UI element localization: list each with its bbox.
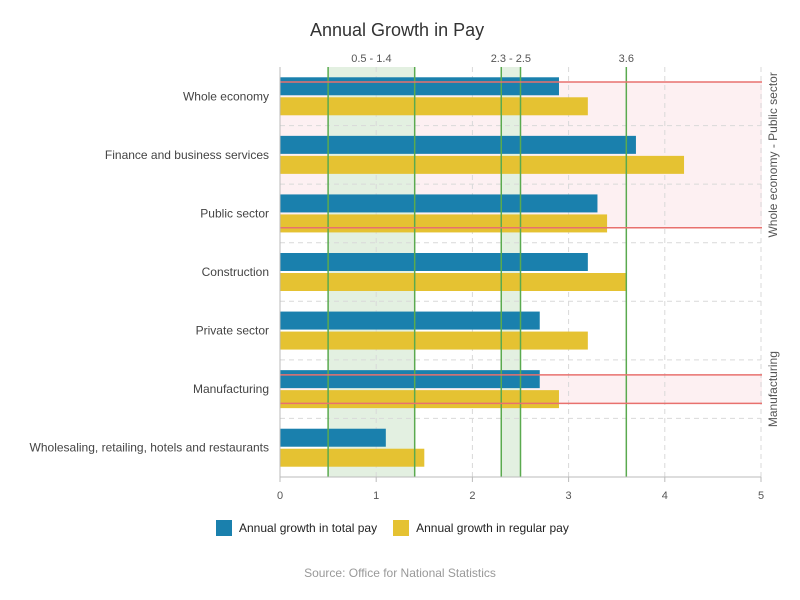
bar-total-pay-0 <box>280 77 559 96</box>
x-tick-label-0: 0 <box>277 490 283 502</box>
bar-total-pay-1 <box>280 135 636 154</box>
chart-title: Annual Growth in Pay <box>310 20 485 40</box>
x-band-label-0: 0.5 - 1.4 <box>351 53 391 65</box>
category-label-2: Public sector <box>200 206 269 220</box>
source-note: Source: Office for National Statistics <box>304 566 496 580</box>
bar-regular-pay-5 <box>280 390 559 409</box>
legend-label-regular-pay: Annual growth in regular pay <box>416 521 569 535</box>
bar-regular-pay-3 <box>280 273 627 291</box>
category-label-4: Private sector <box>196 324 269 338</box>
x-line-label-0: 3.6 <box>619 53 634 65</box>
legend-item-regular-pay[interactable]: Annual growth in regular pay <box>393 520 569 536</box>
y-band-label-0: Whole economy - Public sector <box>766 72 780 237</box>
legend-swatch-total-pay <box>216 520 232 536</box>
x-tick-label-3: 3 <box>566 490 572 502</box>
category-label-5: Manufacturing <box>193 382 269 396</box>
category-label-3: Construction <box>202 265 269 279</box>
bar-regular-pay-4 <box>280 331 588 350</box>
x-band-1 <box>501 67 521 477</box>
legend-item-total-pay[interactable]: Annual growth in total pay <box>216 520 377 536</box>
legend-swatch-regular-pay <box>393 520 410 536</box>
bar-total-pay-4 <box>280 311 540 330</box>
y-band-label-1: Manufacturing <box>766 351 780 427</box>
bar-regular-pay-1 <box>280 155 685 174</box>
x-tick-label-5: 5 <box>758 490 764 502</box>
category-label-0: Whole economy <box>183 89 269 103</box>
bar-regular-pay-2 <box>280 214 608 233</box>
bar-total-pay-2 <box>280 194 598 213</box>
bar-regular-pay-0 <box>280 97 588 116</box>
legend: Annual growth in total pay Annual growth… <box>216 520 585 536</box>
x-band-0 <box>328 67 415 477</box>
bar-total-pay-6 <box>280 428 386 447</box>
x-tick-label-1: 1 <box>373 490 379 502</box>
x-tick-label-2: 2 <box>469 490 475 502</box>
category-label-6: Wholesaling, retailing, hotels and resta… <box>30 441 269 455</box>
legend-label-total-pay: Annual growth in total pay <box>239 521 378 535</box>
x-band-label-1: 2.3 - 2.5 <box>491 53 531 65</box>
bar-regular-pay-6 <box>280 448 425 467</box>
bar-total-pay-3 <box>280 253 588 271</box>
category-label-1: Finance and business services <box>105 148 269 162</box>
x-tick-label-4: 4 <box>662 490 668 502</box>
